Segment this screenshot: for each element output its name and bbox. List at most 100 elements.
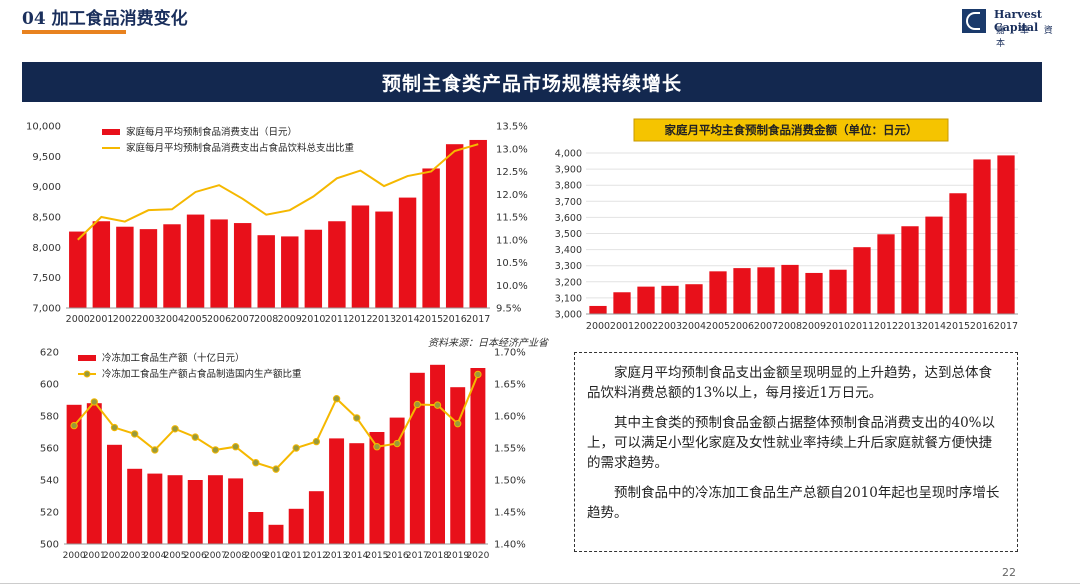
line-point xyxy=(191,433,199,441)
x-tick-label: 2015 xyxy=(365,551,388,561)
x-tick-label: 2007 xyxy=(231,314,255,325)
bar xyxy=(139,229,158,308)
x-tick-label: 2016 xyxy=(970,321,994,332)
x-tick-label: 2001 xyxy=(610,321,634,332)
x-tick-label: 2005 xyxy=(183,314,207,325)
x-tick-label: 2018 xyxy=(426,551,449,561)
x-tick-label: 2013 xyxy=(372,314,396,325)
bar xyxy=(781,264,799,314)
chart-staple-prepared-food-spending: 家庭月平均主食预制食品消费金额（单位：日元） 3,000 3,100 3,200 3,3… xyxy=(555,118,1018,332)
y-tick-label: 3,200 xyxy=(555,277,582,288)
y-tick-label-left: 600 xyxy=(40,380,59,391)
line-point xyxy=(332,395,341,403)
x-tick-label: 2006 xyxy=(730,321,754,332)
x-tick-label: 2011 xyxy=(325,314,349,325)
bar xyxy=(901,226,919,314)
bar xyxy=(685,284,703,314)
page-number: 22 xyxy=(1002,566,1016,579)
bar xyxy=(329,438,345,544)
x-tick-label: 2011 xyxy=(850,321,874,332)
x-tick-label: 2000 xyxy=(586,321,610,332)
bar xyxy=(281,236,299,308)
bar xyxy=(207,475,223,544)
bar xyxy=(233,223,252,308)
bar xyxy=(997,155,1015,314)
y-tick-label: 3,800 xyxy=(555,181,582,192)
line-point xyxy=(231,443,240,451)
y-tick-label: 3,300 xyxy=(555,261,582,272)
x-tick-label: 2013 xyxy=(898,321,922,332)
bar xyxy=(163,224,181,308)
summary-paragraph: 预制食品中的冷冻加工食品生产总额自2010年起也呈现时序增长趋势。 xyxy=(587,485,1000,521)
bar xyxy=(949,193,967,314)
legend-entry: 冷冻加工食品生产额占食品制造国内生产额比重 xyxy=(102,368,302,380)
y-tick-label: 3,900 xyxy=(555,165,582,176)
bar xyxy=(469,139,487,308)
line-point xyxy=(211,446,220,454)
line-point xyxy=(171,425,179,433)
y-tick-label: 3,700 xyxy=(555,197,582,208)
bar xyxy=(613,292,631,314)
line-point xyxy=(292,444,300,452)
y-tick-label-left: 8,500 xyxy=(32,213,61,224)
y-tick-label: 4,000 xyxy=(555,149,582,160)
x-tick-label: 2010 xyxy=(265,551,288,561)
y-tick-label: 3,500 xyxy=(555,229,582,240)
x-tick-label: 2017 xyxy=(466,314,490,325)
x-tick-label: 2009 xyxy=(244,551,267,561)
summary-textbox: 家庭月平均预制食品支出金额呈现明显的上升趋势，达到总体食品饮料消费总额的13%以… xyxy=(574,352,1018,552)
slide-banner: 预制主食类产品市场规模持续增长 xyxy=(22,62,1042,102)
y-tick-label-right: 9.5% xyxy=(496,304,521,315)
line-point xyxy=(373,443,381,451)
logo-english-name: Harvest Capital xyxy=(994,8,1042,34)
bar xyxy=(248,512,264,544)
x-tick-label: 2004 xyxy=(682,321,706,332)
x-tick-label: 2020 xyxy=(466,551,489,561)
y-tick-label-left: 9,500 xyxy=(32,152,61,163)
y-tick-label-left: 500 xyxy=(40,540,59,551)
y-tick-label-left: 560 xyxy=(40,444,59,455)
y-tick-label-right: 11.5% xyxy=(496,213,528,224)
bar xyxy=(328,221,346,308)
x-tick-label: 2004 xyxy=(160,314,184,325)
y-tick-label-left: 7,500 xyxy=(32,273,61,284)
y-tick-label-right: 1.40% xyxy=(494,540,526,551)
x-tick-label: 2004 xyxy=(143,551,166,561)
y-tick-label: 3,400 xyxy=(555,245,582,256)
bar xyxy=(445,144,464,308)
x-tick-label: 2006 xyxy=(207,314,231,325)
x-tick-label: 2016 xyxy=(443,314,467,325)
bar xyxy=(210,219,228,308)
bar xyxy=(107,444,122,544)
x-tick-label: 2009 xyxy=(278,314,302,325)
legend-entry: 家庭每月平均预制食品消费支出占食品饮料总支出比重 xyxy=(126,142,355,154)
y-tick-label: 3,600 xyxy=(555,213,582,224)
x-tick-label: 2009 xyxy=(802,321,826,332)
x-tick-label: 2010 xyxy=(301,314,325,325)
chart-prepared-food-spending: 7,000 7,500 8,000 8,500 9,000 9,500 10,000 9.5%… xyxy=(26,122,528,326)
line-point xyxy=(433,401,442,409)
bar xyxy=(430,364,445,544)
x-tick-label: 2014 xyxy=(345,551,368,561)
line-point xyxy=(474,370,482,379)
line-point xyxy=(312,437,321,446)
bar xyxy=(288,508,304,544)
bar xyxy=(127,468,143,544)
line-point xyxy=(110,423,119,432)
bar xyxy=(257,235,275,308)
line-point xyxy=(130,430,139,438)
x-tick-label: 2001 xyxy=(89,314,113,325)
bar xyxy=(409,372,425,544)
x-tick-label: 2019 xyxy=(446,551,469,561)
bar xyxy=(973,159,991,314)
x-tick-label: 2007 xyxy=(754,321,778,332)
legend-line-marker xyxy=(83,370,91,378)
x-tick-label: 2003 xyxy=(123,551,146,561)
x-tick-label: 2014 xyxy=(395,314,419,325)
bar xyxy=(304,229,323,308)
y-tick-label-right: 10.0% xyxy=(496,281,528,292)
footer-divider xyxy=(0,583,1080,584)
line-point xyxy=(70,421,78,430)
bar xyxy=(186,214,205,308)
bar xyxy=(268,524,284,544)
